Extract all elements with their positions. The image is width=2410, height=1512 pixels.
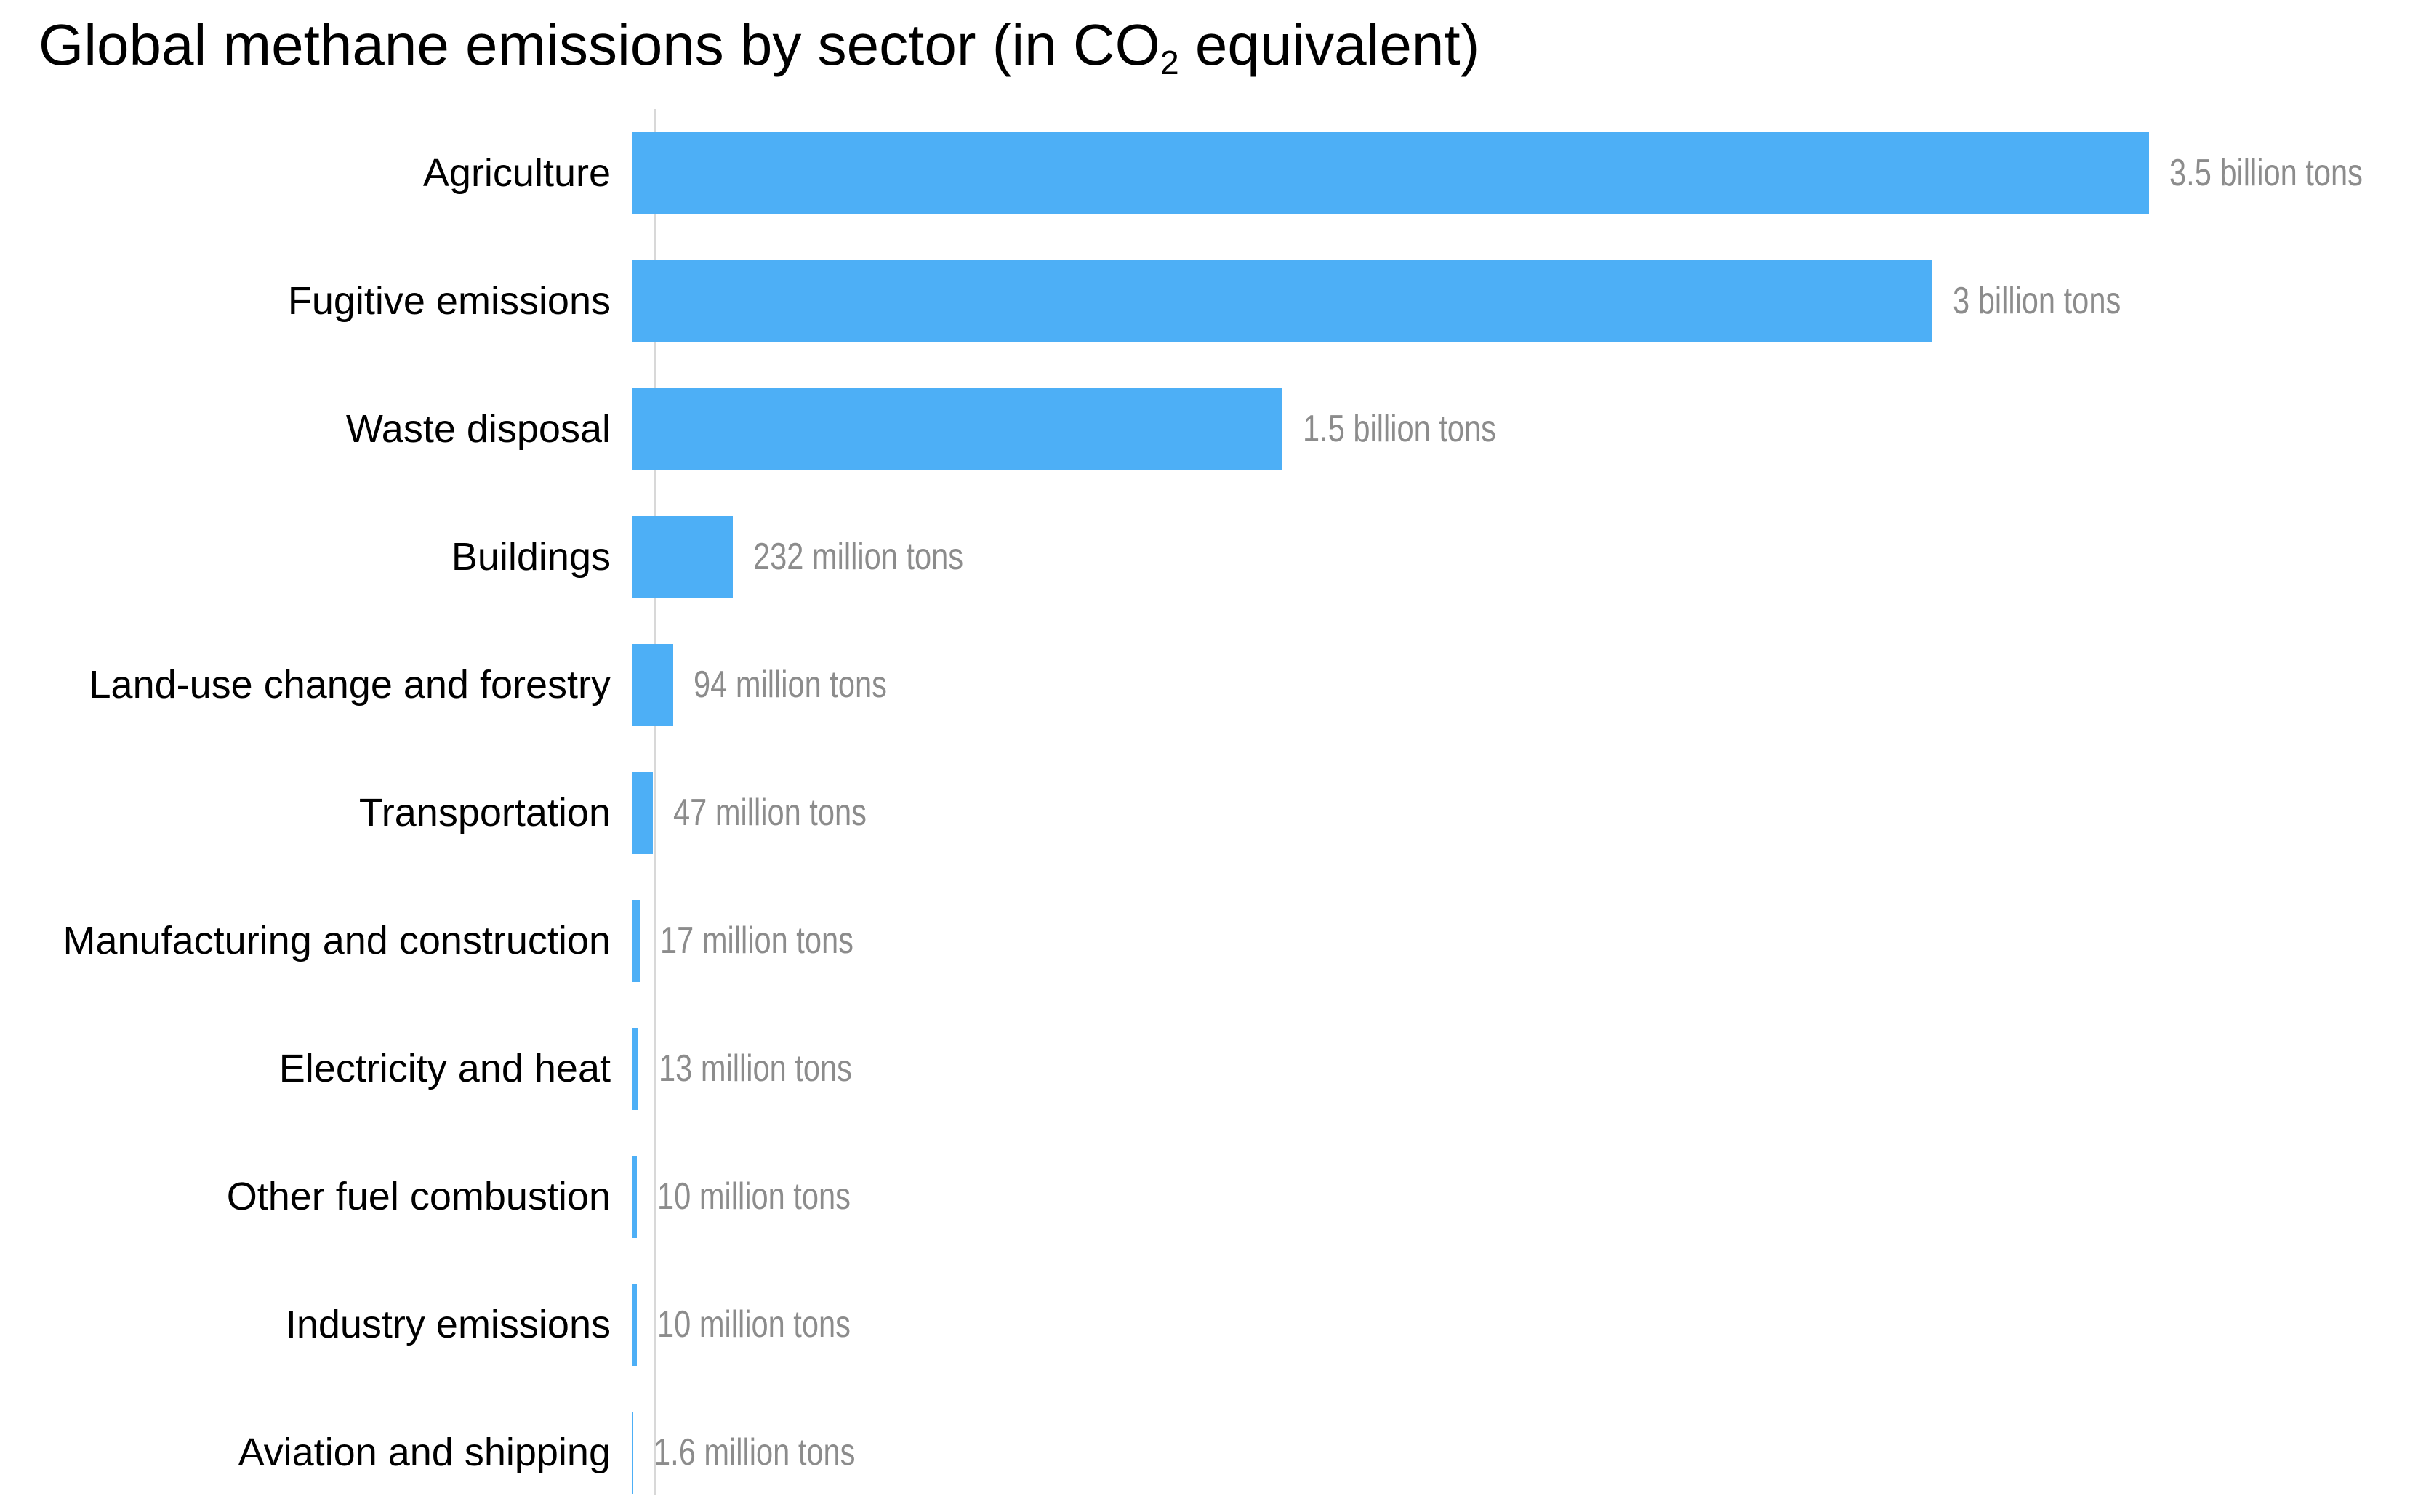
bar-track: 1.5 billion tons: [632, 365, 2410, 493]
category-label: Manufacturing and construction: [63, 919, 611, 962]
chart-row: Buildings 232 million tons: [0, 493, 2410, 621]
bar-track: 13 million tons: [632, 1005, 2410, 1133]
bar: [632, 515, 733, 598]
value-label: 3 billion tons: [1953, 280, 2121, 322]
bar: [632, 899, 640, 982]
category-label: Industry emissions: [285, 1303, 611, 1346]
bar-track: 47 million tons: [632, 749, 2410, 877]
chart-row: Transportation 47 million tons: [0, 749, 2410, 877]
value-label: 10 million tons: [657, 1175, 851, 1218]
bar: [632, 1155, 637, 1238]
chart-row: Agriculture 3.5 billion tons: [0, 109, 2410, 237]
bar: [632, 1283, 637, 1366]
chart-title-suffix: equivalent): [1178, 12, 1480, 77]
bar: [632, 1411, 633, 1494]
bar-track: 3 billion tons: [632, 237, 2410, 365]
chart-rows: Agriculture 3.5 billion tons Fugitive em…: [0, 109, 2410, 1512]
bar: [632, 643, 673, 726]
value-label: 13 million tons: [659, 1047, 852, 1090]
value-label: 47 million tons: [673, 792, 867, 834]
bar-track: 10 million tons: [632, 1260, 2410, 1388]
chart-row: Manufacturing and construction 17 millio…: [0, 877, 2410, 1005]
chart-plot-area: Agriculture 3.5 billion tons Fugitive em…: [0, 109, 2410, 1512]
category-label: Land-use change and forestry: [89, 663, 611, 707]
chart-row: Industry emissions 10 million tons: [0, 1260, 2410, 1388]
chart-title: Global methane emissions by sector (in C…: [39, 12, 1480, 81]
category-label: Other fuel combustion: [226, 1175, 611, 1218]
chart-title-prefix: Global methane emissions by sector (in C…: [39, 12, 1160, 77]
bar: [632, 260, 1932, 342]
value-label: 3.5 billion tons: [2169, 152, 2363, 194]
value-label: 10 million tons: [657, 1303, 851, 1346]
value-label: 1.5 billion tons: [1303, 408, 1496, 450]
bar: [632, 1027, 638, 1110]
chart-row: Aviation and shipping 1.6 million tons: [0, 1388, 2410, 1512]
category-label: Electricity and heat: [278, 1047, 611, 1090]
chart-row: Electricity and heat 13 million tons: [0, 1005, 2410, 1133]
bar: [632, 771, 653, 854]
bar-track: 3.5 billion tons: [632, 109, 2410, 237]
chart-title-subscript: 2: [1160, 43, 1179, 81]
bar-track: 94 million tons: [632, 621, 2410, 749]
bar-track: 1.6 million tons: [632, 1388, 2410, 1512]
chart-row: Waste disposal 1.5 billion tons: [0, 365, 2410, 493]
value-label: 94 million tons: [694, 664, 887, 706]
value-label: 232 million tons: [753, 536, 964, 578]
bar: [632, 132, 2149, 214]
category-label: Agriculture: [422, 151, 611, 195]
value-label: 1.6 million tons: [654, 1431, 856, 1473]
category-label: Fugitive emissions: [287, 279, 611, 323]
category-label: Buildings: [451, 535, 611, 579]
bar-track: 17 million tons: [632, 877, 2410, 1005]
bar: [632, 387, 1282, 470]
category-label: Aviation and shipping: [238, 1431, 611, 1474]
y-axis-line: [654, 109, 656, 1495]
chart-row: Land-use change and forestry 94 million …: [0, 621, 2410, 749]
chart-row: Other fuel combustion 10 million tons: [0, 1133, 2410, 1260]
bar-track: 10 million tons: [632, 1133, 2410, 1260]
bar-track: 232 million tons: [632, 493, 2410, 621]
value-label: 17 million tons: [660, 920, 853, 962]
category-label: Waste disposal: [345, 407, 611, 451]
category-label: Transportation: [358, 791, 611, 835]
chart-row: Fugitive emissions 3 billion tons: [0, 237, 2410, 365]
